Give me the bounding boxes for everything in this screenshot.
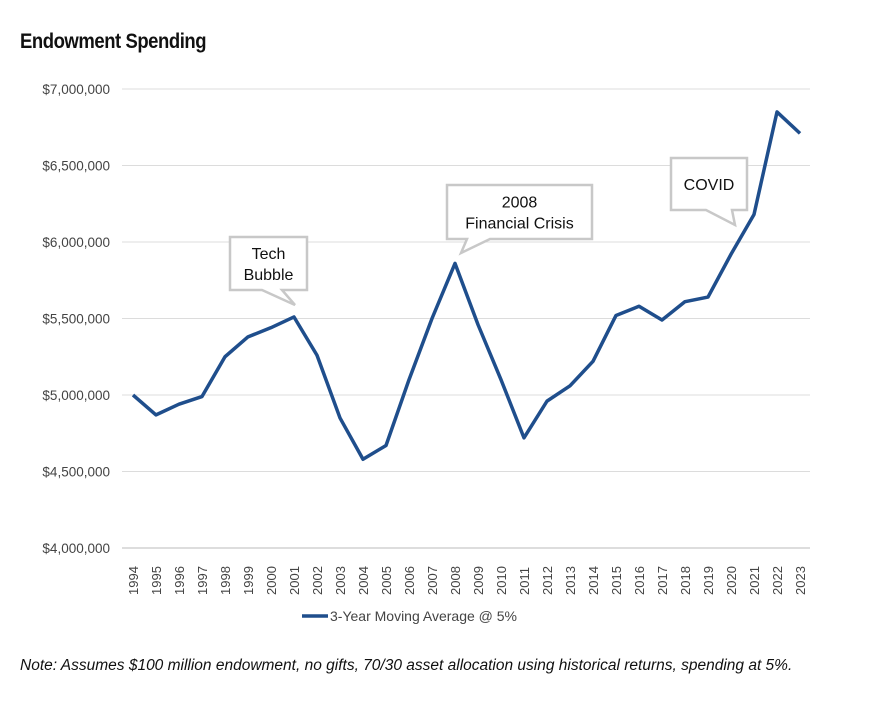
- line-chart: $4,000,000 $4,500,000 $5,000,000 $5,500,000…: [42, 82, 810, 624]
- x-tick-label: 2019: [701, 566, 716, 595]
- x-tick-label: 2000: [264, 566, 279, 595]
- x-tick-label: 2020: [724, 566, 739, 595]
- x-tick-label: 2002: [310, 566, 325, 595]
- annotation-label: COVID: [684, 177, 735, 194]
- y-tick-label: $5,000,000: [42, 388, 110, 403]
- x-tick-label: 2018: [678, 566, 693, 595]
- x-tick-label: 2004: [356, 566, 371, 595]
- x-tick-label: 2011: [517, 567, 532, 595]
- y-tick-label: $4,500,000: [42, 465, 110, 480]
- annotation-label: Bubble: [244, 267, 294, 284]
- x-tick-label: 1999: [241, 566, 256, 595]
- chart-title: Endowment Spending: [20, 30, 207, 53]
- x-tick-label: 2023: [793, 566, 808, 595]
- x-tick-label: 2016: [632, 566, 647, 595]
- x-tick-label: 2012: [540, 566, 555, 595]
- x-tick-label: 2006: [402, 566, 417, 595]
- y-tick-label: $4,000,000: [42, 541, 110, 556]
- x-tick-label: 2022: [770, 566, 785, 595]
- x-tick-label: 2014: [586, 566, 601, 595]
- legend-label: 3-Year Moving Average @ 5%: [330, 608, 517, 624]
- y-tick-label: $6,000,000: [42, 235, 110, 250]
- x-tick-label: 1995: [149, 566, 164, 595]
- y-tick-label: $6,500,000: [42, 159, 110, 174]
- x-tick-label: 2010: [494, 566, 509, 595]
- y-tick-label: $7,000,000: [42, 82, 110, 97]
- annotation-callout: [445, 183, 594, 256]
- x-tick-label: 2009: [471, 566, 486, 595]
- x-tick-label: 2003: [333, 566, 348, 595]
- x-tick-label: 1994: [126, 566, 141, 595]
- x-tick-label: 2017: [655, 566, 670, 595]
- x-tick-label: 1998: [218, 566, 233, 595]
- x-tick-label: 2015: [609, 566, 624, 595]
- series-line: [131, 110, 802, 462]
- x-tick-label: 2008: [448, 566, 463, 595]
- x-tick-label: 2021: [747, 566, 762, 595]
- chart-note: Note: Assumes $100 million endowment, no…: [20, 657, 793, 674]
- x-tick-label: 1996: [172, 566, 187, 595]
- x-tick-label: 2013: [563, 566, 578, 595]
- annotation-label: 2008: [502, 195, 538, 212]
- annotation-label: Financial Crisis: [465, 216, 573, 233]
- x-tick-label: 2007: [425, 566, 440, 595]
- x-tick-label: 1997: [195, 566, 210, 595]
- annotation-callout: [669, 156, 749, 228]
- annotation-label: Tech: [252, 246, 286, 263]
- x-tick-label: 2005: [379, 566, 394, 595]
- y-tick-label: $5,500,000: [42, 312, 110, 327]
- annotation-callout: [228, 235, 309, 307]
- x-tick-label: 2001: [287, 566, 302, 595]
